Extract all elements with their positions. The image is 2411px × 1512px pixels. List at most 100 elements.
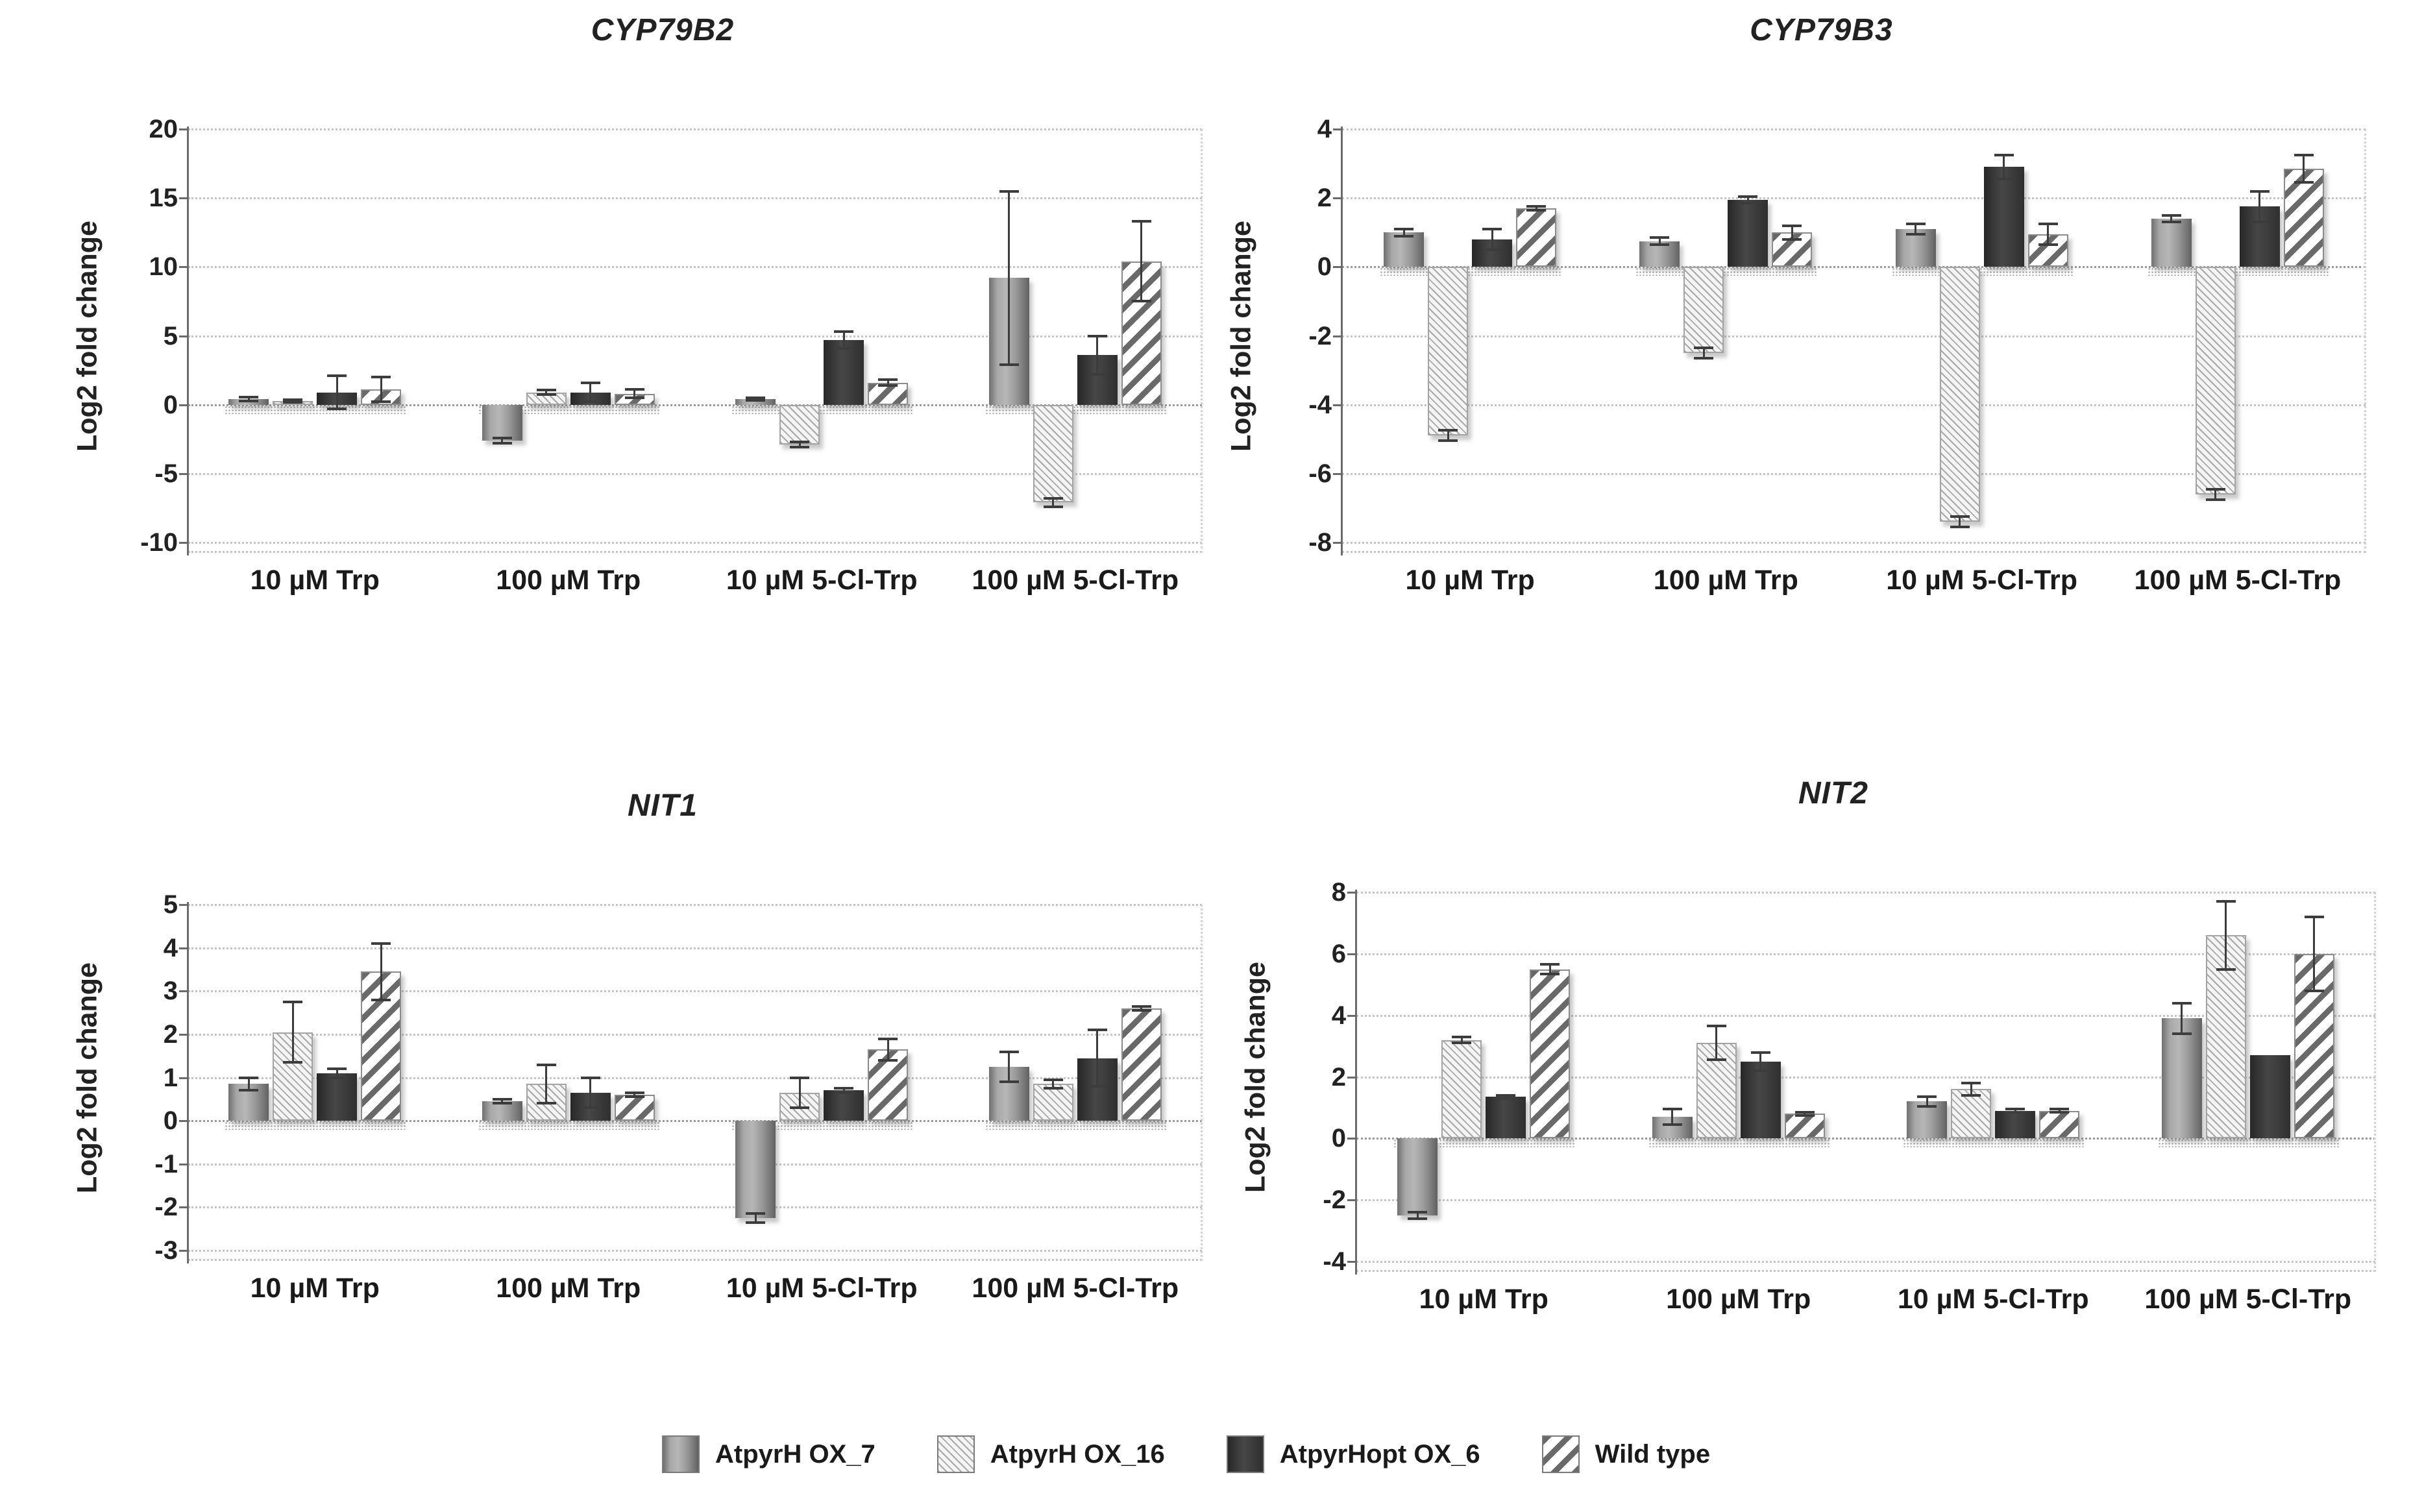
- error-bar-cap: [283, 401, 303, 404]
- gridline: [1342, 472, 2366, 475]
- error-bar-cap: [1950, 526, 1970, 529]
- x-category-label: 10 µM 5-Cl-Trp: [726, 565, 918, 596]
- error-bar-cap: [999, 1080, 1019, 1084]
- error-bar: [754, 1213, 757, 1223]
- error-bar-cap: [1738, 202, 1758, 205]
- error-bar-cap: [1905, 222, 1926, 225]
- bar-wt: [1121, 1008, 1162, 1121]
- y-tick-label: 5: [163, 321, 178, 350]
- error-bar-cap: [1131, 1009, 1151, 1012]
- baseline-shadow: [1635, 267, 1818, 276]
- y-tick-mark: [1347, 1076, 1356, 1079]
- error-bar-cap: [1131, 1005, 1151, 1008]
- y-tick-label: 2: [1317, 184, 1332, 213]
- y-tick-label: 4: [1317, 115, 1332, 143]
- error-bar-cap: [1917, 1104, 1937, 1108]
- gridline: [1356, 1199, 2375, 1202]
- legend: AtpyrH OX_7 AtpyrH OX_16 AtpyrHopt OX_6 …: [662, 1435, 1710, 1473]
- chart-title: NIT2: [1798, 776, 1868, 811]
- error-bar-cap: [1794, 1111, 1815, 1114]
- error-bar-cap: [2205, 487, 2225, 491]
- y-tick-label: 0: [1317, 252, 1332, 282]
- error-bar-cap: [1408, 1211, 1428, 1214]
- bar-wt: [1784, 1114, 1825, 1139]
- error-bar-cap: [1496, 1093, 1516, 1097]
- gridline: [188, 266, 1202, 269]
- y-tick-label: -6: [1308, 459, 1332, 488]
- plot-area: 4 2 0 -2 -4 -6 -8 10 µM Trp 100 µM Trp 10 µM 5-Cl…: [1308, 115, 2366, 596]
- error-bar: [247, 1077, 250, 1091]
- error-bar-cap: [2294, 181, 2314, 184]
- y-tick-label: 4: [1331, 1001, 1346, 1030]
- error-bar: [2258, 191, 2261, 223]
- gridline: [1342, 404, 2366, 406]
- gridline: [188, 542, 1202, 544]
- legend-item-ox16: AtpyrH OX_16: [936, 1435, 1165, 1473]
- error-bar-cap: [2249, 221, 2270, 224]
- error-bar-cap: [1662, 1123, 1682, 1126]
- y-tick-mark: [1347, 953, 1356, 955]
- error-bar: [887, 1038, 889, 1060]
- y-tick-mark: [179, 1077, 188, 1079]
- legend-item-ox6: AtpyrHopt OX_6: [1226, 1435, 1480, 1473]
- y-tick-mark: [1333, 404, 1341, 406]
- y-tick-mark: [1347, 1199, 1356, 1202]
- error-bar-cap: [371, 942, 391, 945]
- x-category-label: 10 µM Trp: [250, 1273, 380, 1304]
- y-tick-mark: [1347, 892, 1356, 894]
- error-bar: [1791, 225, 1793, 239]
- error-bar-cap: [1394, 227, 1414, 230]
- error-bar-cap: [2216, 968, 2236, 971]
- plot-area: 5 4 3 2 1 0 -1 -2 -3 10 µM Trp 100 µM Trp 10 µM 5-C…: [154, 890, 1203, 1304]
- error-bar-cap: [371, 400, 391, 404]
- error-bar-cap: [327, 408, 347, 411]
- error-bar-cap: [999, 1050, 1019, 1053]
- legend-item-ox7: AtpyrH OX_7: [662, 1435, 875, 1473]
- error-bar-cap: [1694, 357, 1714, 360]
- baseline-shadow: [225, 405, 407, 414]
- bar-ox6: [1983, 167, 2024, 267]
- error-bar-cap: [1782, 238, 1802, 241]
- y-tick-mark: [179, 266, 188, 269]
- error-bar-cap: [1087, 372, 1107, 376]
- error-bar-cap: [624, 396, 644, 400]
- error-bar-cap: [1452, 1042, 1472, 1045]
- plot-bottom-frame: [1342, 551, 2366, 553]
- baseline-shadow: [985, 405, 1167, 414]
- error-bar-cap: [1994, 177, 2014, 180]
- y-tick-label: -10: [140, 528, 178, 557]
- error-bar: [1008, 191, 1010, 365]
- x-category-label: 10 µM Trp: [1419, 1284, 1548, 1315]
- error-bar-cap: [1043, 1078, 1063, 1081]
- zero-gridline: [1342, 266, 2366, 269]
- bar-ox7: [2161, 1018, 2202, 1139]
- y-tick-label: -8: [1308, 528, 1332, 557]
- bar-ox7: [735, 399, 776, 405]
- error-bar-cap: [283, 1000, 303, 1003]
- error-bar: [1140, 1006, 1143, 1011]
- error-bar-cap: [2005, 1111, 2025, 1114]
- error-bar: [1759, 1052, 1762, 1071]
- error-bar: [1915, 223, 1917, 234]
- legend-label: AtpyrH OX_7: [715, 1439, 875, 1469]
- y-tick-label: -1: [154, 1149, 178, 1178]
- bar-ox16: [1033, 404, 1073, 503]
- error-bar-cap: [492, 436, 512, 439]
- bar-wt: [2039, 1110, 2080, 1139]
- error-bar: [1052, 498, 1055, 507]
- gridline: [188, 128, 1202, 130]
- error-bar-cap: [834, 1087, 854, 1090]
- error-bar: [1671, 1109, 1674, 1125]
- error-bar-cap: [1408, 1217, 1428, 1220]
- bar-ox16: [1441, 1040, 1482, 1139]
- error-bar-cap: [2038, 222, 2058, 225]
- x-category-label: 100 µM Trp: [496, 565, 641, 596]
- y-tick-label: 4: [163, 933, 178, 962]
- error-bar: [545, 1064, 548, 1104]
- error-bar-cap: [371, 376, 391, 379]
- gridline: [188, 197, 1202, 200]
- gridline: [1342, 335, 2366, 337]
- error-bar-cap: [746, 1212, 766, 1215]
- error-bar-cap: [327, 1067, 347, 1071]
